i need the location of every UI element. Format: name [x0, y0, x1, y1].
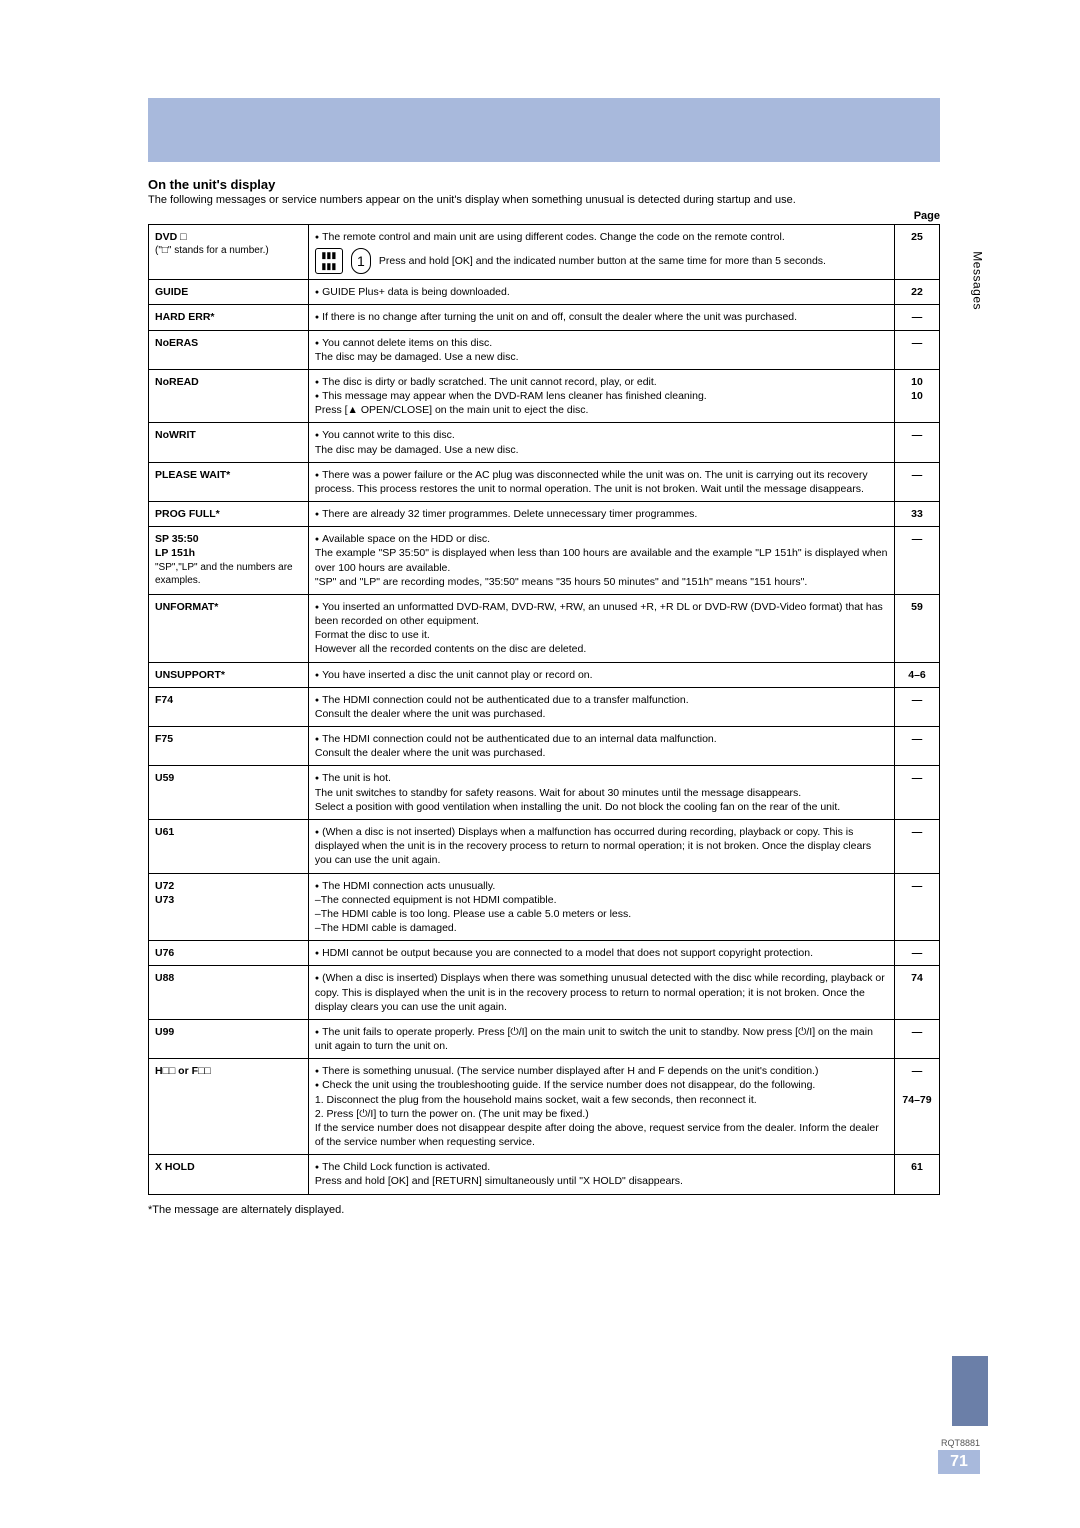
section-title: On the unit's display — [148, 177, 275, 192]
header-blue-bar — [148, 98, 940, 162]
page-cell: — — [895, 819, 940, 873]
desc-cell: (When a disc is not inserted) Displays w… — [308, 819, 894, 873]
code-cell: NoREAD — [149, 369, 309, 423]
page-cell: 25 — [895, 225, 940, 280]
table-row: GUIDEGUIDE Plus+ data is being downloade… — [149, 280, 940, 305]
code-cell: UNSUPPORT* — [149, 662, 309, 687]
page-cell: 33 — [895, 502, 940, 527]
messages-table: DVD □("□" stands for a number.)The remot… — [148, 224, 940, 1195]
desc-cell: GUIDE Plus+ data is being downloaded. — [308, 280, 894, 305]
code-cell: H□□ or F□□ — [149, 1059, 309, 1155]
page-cell: — — [895, 527, 940, 595]
desc-cell: Available space on the HDD or disc.The e… — [308, 527, 894, 595]
page-cell: — — [895, 873, 940, 941]
code-cell: PROG FULL* — [149, 502, 309, 527]
table-row: U61(When a disc is not inserted) Display… — [149, 819, 940, 873]
code-cell: X HOLD — [149, 1155, 309, 1194]
desc-cell: You inserted an unformatted DVD-RAM, DVD… — [308, 594, 894, 662]
desc-cell: There are already 32 timer programmes. D… — [308, 502, 894, 527]
code-cell: F74 — [149, 687, 309, 726]
page-cell: 61 — [895, 1155, 940, 1194]
table-row: NoREADThe disc is dirty or badly scratch… — [149, 369, 940, 423]
side-section-label: Messages — [971, 251, 985, 310]
side-tab — [952, 1356, 988, 1426]
table-row: U76HDMI cannot be output because you are… — [149, 941, 940, 966]
page-cell: — — [895, 423, 940, 462]
table-row: H□□ or F□□There is something unusual. (T… — [149, 1059, 940, 1155]
code-cell: U88 — [149, 966, 309, 1020]
table-row: NoWRITYou cannot write to this disc.The … — [149, 423, 940, 462]
desc-cell: The unit is hot.The unit switches to sta… — [308, 766, 894, 820]
table-row: NoERASYou cannot delete items on this di… — [149, 330, 940, 369]
code-cell: DVD □("□" stands for a number.) — [149, 225, 309, 280]
page-cell: —74–79 — [895, 1059, 940, 1155]
code-cell: HARD ERR* — [149, 305, 309, 330]
table-row: DVD □("□" stands for a number.)The remot… — [149, 225, 940, 280]
page-cell: 22 — [895, 280, 940, 305]
page-cell: 4–6 — [895, 662, 940, 687]
desc-cell: (When a disc is inserted) Displays when … — [308, 966, 894, 1020]
page-cell: 1010 — [895, 369, 940, 423]
section-desc: The following messages or service number… — [148, 194, 796, 206]
code-cell: F75 — [149, 727, 309, 766]
page-cell: — — [895, 462, 940, 501]
footer-doc-code: RQT8881 — [941, 1438, 980, 1448]
desc-cell: The HDMI connection could not be authent… — [308, 727, 894, 766]
page-cell: — — [895, 305, 940, 330]
table-row: UNSUPPORT*You have inserted a disc the u… — [149, 662, 940, 687]
table-row: U59The unit is hot.The unit switches to … — [149, 766, 940, 820]
desc-cell: The Child Lock function is activated.Pre… — [308, 1155, 894, 1194]
code-cell: U76 — [149, 941, 309, 966]
desc-cell: HDMI cannot be output because you are co… — [308, 941, 894, 966]
desc-cell: The remote control and main unit are usi… — [308, 225, 894, 280]
page-cell: — — [895, 1019, 940, 1058]
desc-cell: There was a power failure or the AC plug… — [308, 462, 894, 501]
table-row: HARD ERR*If there is no change after tur… — [149, 305, 940, 330]
desc-cell: The HDMI connection could not be authent… — [308, 687, 894, 726]
code-cell: NoWRIT — [149, 423, 309, 462]
table-row: F74The HDMI connection could not be auth… — [149, 687, 940, 726]
page-cell: — — [895, 941, 940, 966]
code-cell: UNFORMAT* — [149, 594, 309, 662]
desc-cell: You have inserted a disc the unit cannot… — [308, 662, 894, 687]
page-cell: — — [895, 330, 940, 369]
table-row: U72U73The HDMI connection acts unusually… — [149, 873, 940, 941]
code-cell: U99 — [149, 1019, 309, 1058]
code-cell: GUIDE — [149, 280, 309, 305]
page-column-header: Page — [914, 210, 940, 222]
desc-cell: The disc is dirty or badly scratched. Th… — [308, 369, 894, 423]
desc-cell: There is something unusual. (The service… — [308, 1059, 894, 1155]
code-cell: U59 — [149, 766, 309, 820]
code-cell: SP 35:50LP 151h"SP","LP" and the numbers… — [149, 527, 309, 595]
page-cell: — — [895, 687, 940, 726]
table-row: PROG FULL*There are already 32 timer pro… — [149, 502, 940, 527]
code-cell: NoERAS — [149, 330, 309, 369]
table-row: X HOLDThe Child Lock function is activat… — [149, 1155, 940, 1194]
table-row: U88(When a disc is inserted) Displays wh… — [149, 966, 940, 1020]
desc-cell: If there is no change after turning the … — [308, 305, 894, 330]
desc-cell: You cannot delete items on this disc.The… — [308, 330, 894, 369]
page-cell: — — [895, 727, 940, 766]
table-row: UNFORMAT*You inserted an unformatted DVD… — [149, 594, 940, 662]
code-cell: U72U73 — [149, 873, 309, 941]
page-cell: 59 — [895, 594, 940, 662]
desc-cell: You cannot write to this disc.The disc m… — [308, 423, 894, 462]
table-row: U99The unit fails to operate properly. P… — [149, 1019, 940, 1058]
footnote: *The message are alternately displayed. — [148, 1204, 344, 1216]
code-cell: PLEASE WAIT* — [149, 462, 309, 501]
desc-cell: The HDMI connection acts unusually.–The … — [308, 873, 894, 941]
page-cell: — — [895, 766, 940, 820]
page-cell: 74 — [895, 966, 940, 1020]
desc-cell: The unit fails to operate properly. Pres… — [308, 1019, 894, 1058]
footer-page-number: 71 — [938, 1450, 980, 1474]
table-row: PLEASE WAIT*There was a power failure or… — [149, 462, 940, 501]
table-row: SP 35:50LP 151h"SP","LP" and the numbers… — [149, 527, 940, 595]
table-row: F75The HDMI connection could not be auth… — [149, 727, 940, 766]
code-cell: U61 — [149, 819, 309, 873]
